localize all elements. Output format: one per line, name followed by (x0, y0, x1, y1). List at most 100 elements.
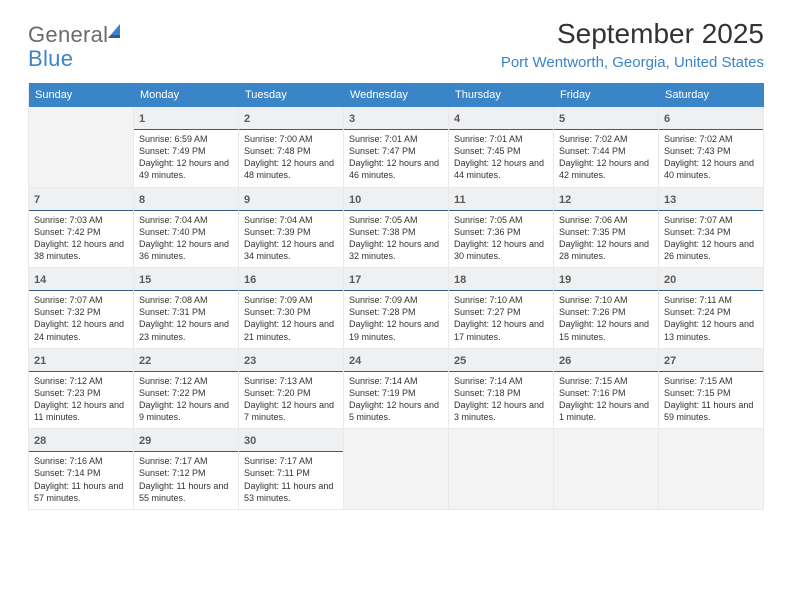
day-number: 9 (244, 194, 250, 206)
day-info: Sunrise: 7:05 AMSunset: 7:36 PMDaylight:… (454, 214, 548, 263)
day-number-row: 17 (344, 268, 448, 291)
day-info: Sunrise: 7:08 AMSunset: 7:31 PMDaylight:… (139, 294, 233, 343)
day-number-row: 2 (239, 107, 343, 130)
weekday-header: Sunday (29, 83, 134, 107)
day-number: 28 (34, 435, 46, 447)
day-number-row: 18 (449, 268, 553, 291)
brand-text: General Blue (28, 22, 126, 71)
weekday-header: Thursday (449, 83, 554, 107)
day-number: 12 (559, 194, 571, 206)
day-number: 27 (664, 355, 676, 367)
calendar-cell: 25 Sunrise: 7:14 AMSunset: 7:18 PMDayligh… (449, 349, 554, 430)
calendar-cell: 8Sunrise: 7:04 AMSunset: 7:40 PMDaylight… (134, 188, 239, 269)
day-number-row: 5 (554, 107, 658, 130)
day-number: 1 (139, 113, 145, 125)
day-number-row: 26 (554, 349, 658, 372)
weekday-header: Saturday (659, 83, 764, 107)
calendar-cell: 5 Sunrise: 7:02 AMSunset: 7:44 PMDaylight… (554, 107, 659, 188)
calendar-cell: 9 Sunrise: 7:04 AMSunset: 7:39 PMDaylight… (239, 188, 344, 269)
day-number-row: 15 (134, 268, 238, 291)
calendar-cell: 30Sunrise: 7:17 AMSunset: 7:11 PMDayligh… (239, 429, 344, 510)
day-number: 16 (244, 274, 256, 286)
calendar-cell (659, 429, 764, 510)
day-number-row: 25 (449, 349, 553, 372)
day-number: 24 (349, 355, 361, 367)
day-number: 17 (349, 274, 361, 286)
calendar-cell: 28Sunrise: 7:16 AMSunset: 7:14 PMDayligh… (29, 429, 134, 510)
calendar-cell: 13Sunrise: 7:07 AMSunset: 7:34 PMDayligh… (659, 188, 764, 269)
calendar-cell: 14Sunrise: 7:07 AMSunset: 7:32 PMDayligh… (29, 268, 134, 349)
calendar-cell: 27 Sunrise: 7:15 AMSunset: 7:15 PMDayligh… (659, 349, 764, 430)
day-info: Sunrise: 7:03 AMSunset: 7:42 PMDaylight:… (34, 214, 128, 263)
day-number: 8 (139, 194, 145, 206)
top-bar: General Blue September 2025 Port Wentwor… (28, 18, 764, 71)
day-number-row: 16 (239, 268, 343, 291)
month-year-title: September 2025 (501, 18, 764, 50)
day-number-row: 28 (29, 429, 133, 452)
day-info: Sunrise: 7:14 AMSunset: 7:19 PMDaylight:… (349, 375, 443, 424)
calendar-cell: 21Sunrise: 7:12 AMSunset: 7:23 PMDayligh… (29, 349, 134, 430)
day-number: 10 (349, 194, 361, 206)
day-info: Sunrise: 7:10 AMSunset: 7:26 PMDaylight:… (559, 294, 653, 343)
weekday-header: Monday (134, 83, 239, 107)
calendar-cell: 23 Sunrise: 7:13 AMSunset: 7:20 PMDayligh… (239, 349, 344, 430)
day-number: 5 (559, 113, 565, 125)
day-info: Sunrise: 7:09 AMSunset: 7:30 PMDaylight:… (244, 294, 338, 343)
title-block: September 2025 Port Wentworth, Georgia, … (501, 18, 764, 71)
calendar-page: General Blue September 2025 Port Wentwor… (0, 0, 792, 520)
day-info: Sunrise: 7:04 AMSunset: 7:39 PMDaylight:… (244, 214, 338, 263)
day-number: 26 (559, 355, 571, 367)
day-info: Sunrise: 7:05 AMSunset: 7:38 PMDaylight:… (349, 214, 443, 263)
day-number: 7 (34, 194, 40, 206)
day-number-row: 29 (134, 429, 238, 452)
day-number: 30 (244, 435, 256, 447)
sail-icon (106, 22, 126, 42)
calendar-cell: 4Sunrise: 7:01 AMSunset: 7:45 PMDaylight… (449, 107, 554, 188)
calendar-cell: 29Sunrise: 7:17 AMSunset: 7:12 PMDayligh… (134, 429, 239, 510)
day-number: 19 (559, 274, 571, 286)
day-number: 18 (454, 274, 466, 286)
day-number: 25 (454, 355, 466, 367)
day-number-row: 27 (659, 349, 763, 372)
weekday-header: Wednesday (344, 83, 449, 107)
calendar-cell: 16 Sunrise: 7:09 AMSunset: 7:30 PMDayligh… (239, 268, 344, 349)
day-number: 29 (139, 435, 151, 447)
day-info: Sunrise: 7:01 AMSunset: 7:47 PMDaylight:… (349, 133, 443, 182)
day-info: Sunrise: 7:06 AMSunset: 7:35 PMDaylight:… (559, 214, 653, 263)
day-number-row: 23 (239, 349, 343, 372)
day-info: Sunrise: 7:15 AMSunset: 7:15 PMDaylight:… (664, 375, 758, 424)
day-info: Sunrise: 7:14 AMSunset: 7:18 PMDaylight:… (454, 375, 548, 424)
day-info: Sunrise: 7:09 AMSunset: 7:28 PMDaylight:… (349, 294, 443, 343)
day-number: 11 (454, 194, 466, 206)
calendar-cell: 10 Sunrise: 7:05 AMSunset: 7:38 PMDayligh… (344, 188, 449, 269)
day-info: Sunrise: 7:02 AMSunset: 7:44 PMDaylight:… (559, 133, 653, 182)
day-number-row: 19 (554, 268, 658, 291)
day-info: Sunrise: 6:59 AMSunset: 7:49 PMDaylight:… (139, 133, 233, 182)
day-info: Sunrise: 7:00 AMSunset: 7:48 PMDaylight:… (244, 133, 338, 182)
day-number-row: 14 (29, 268, 133, 291)
day-number-row: 10 (344, 188, 448, 211)
day-number-row: 22 (134, 349, 238, 372)
calendar-cell: 22Sunrise: 7:12 AMSunset: 7:22 PMDayligh… (134, 349, 239, 430)
day-number-row: 1 (134, 107, 238, 130)
calendar-cell (344, 429, 449, 510)
day-number-row: 8 (134, 188, 238, 211)
weekday-header: Tuesday (239, 83, 344, 107)
day-info: Sunrise: 7:13 AMSunset: 7:20 PMDaylight:… (244, 375, 338, 424)
calendar-cell: 15 Sunrise: 7:08 AMSunset: 7:31 PMDayligh… (134, 268, 239, 349)
day-number-row: 20 (659, 268, 763, 291)
day-number-row: 24 (344, 349, 448, 372)
day-number: 20 (664, 274, 676, 286)
day-number: 6 (664, 113, 670, 125)
brand-logo: General Blue (28, 18, 126, 71)
day-number-row: 9 (239, 188, 343, 211)
calendar-cell: 3Sunrise: 7:01 AMSunset: 7:47 PMDaylight… (344, 107, 449, 188)
calendar-cell: 11 Sunrise: 7:05 AMSunset: 7:36 PMDayligh… (449, 188, 554, 269)
day-number-row: 13 (659, 188, 763, 211)
day-info: Sunrise: 7:15 AMSunset: 7:16 PMDaylight:… (559, 375, 653, 424)
day-number-row: 30 (239, 429, 343, 452)
calendar-cell (554, 429, 659, 510)
calendar-cell (449, 429, 554, 510)
day-number-row: 12 (554, 188, 658, 211)
day-number: 15 (139, 274, 151, 286)
